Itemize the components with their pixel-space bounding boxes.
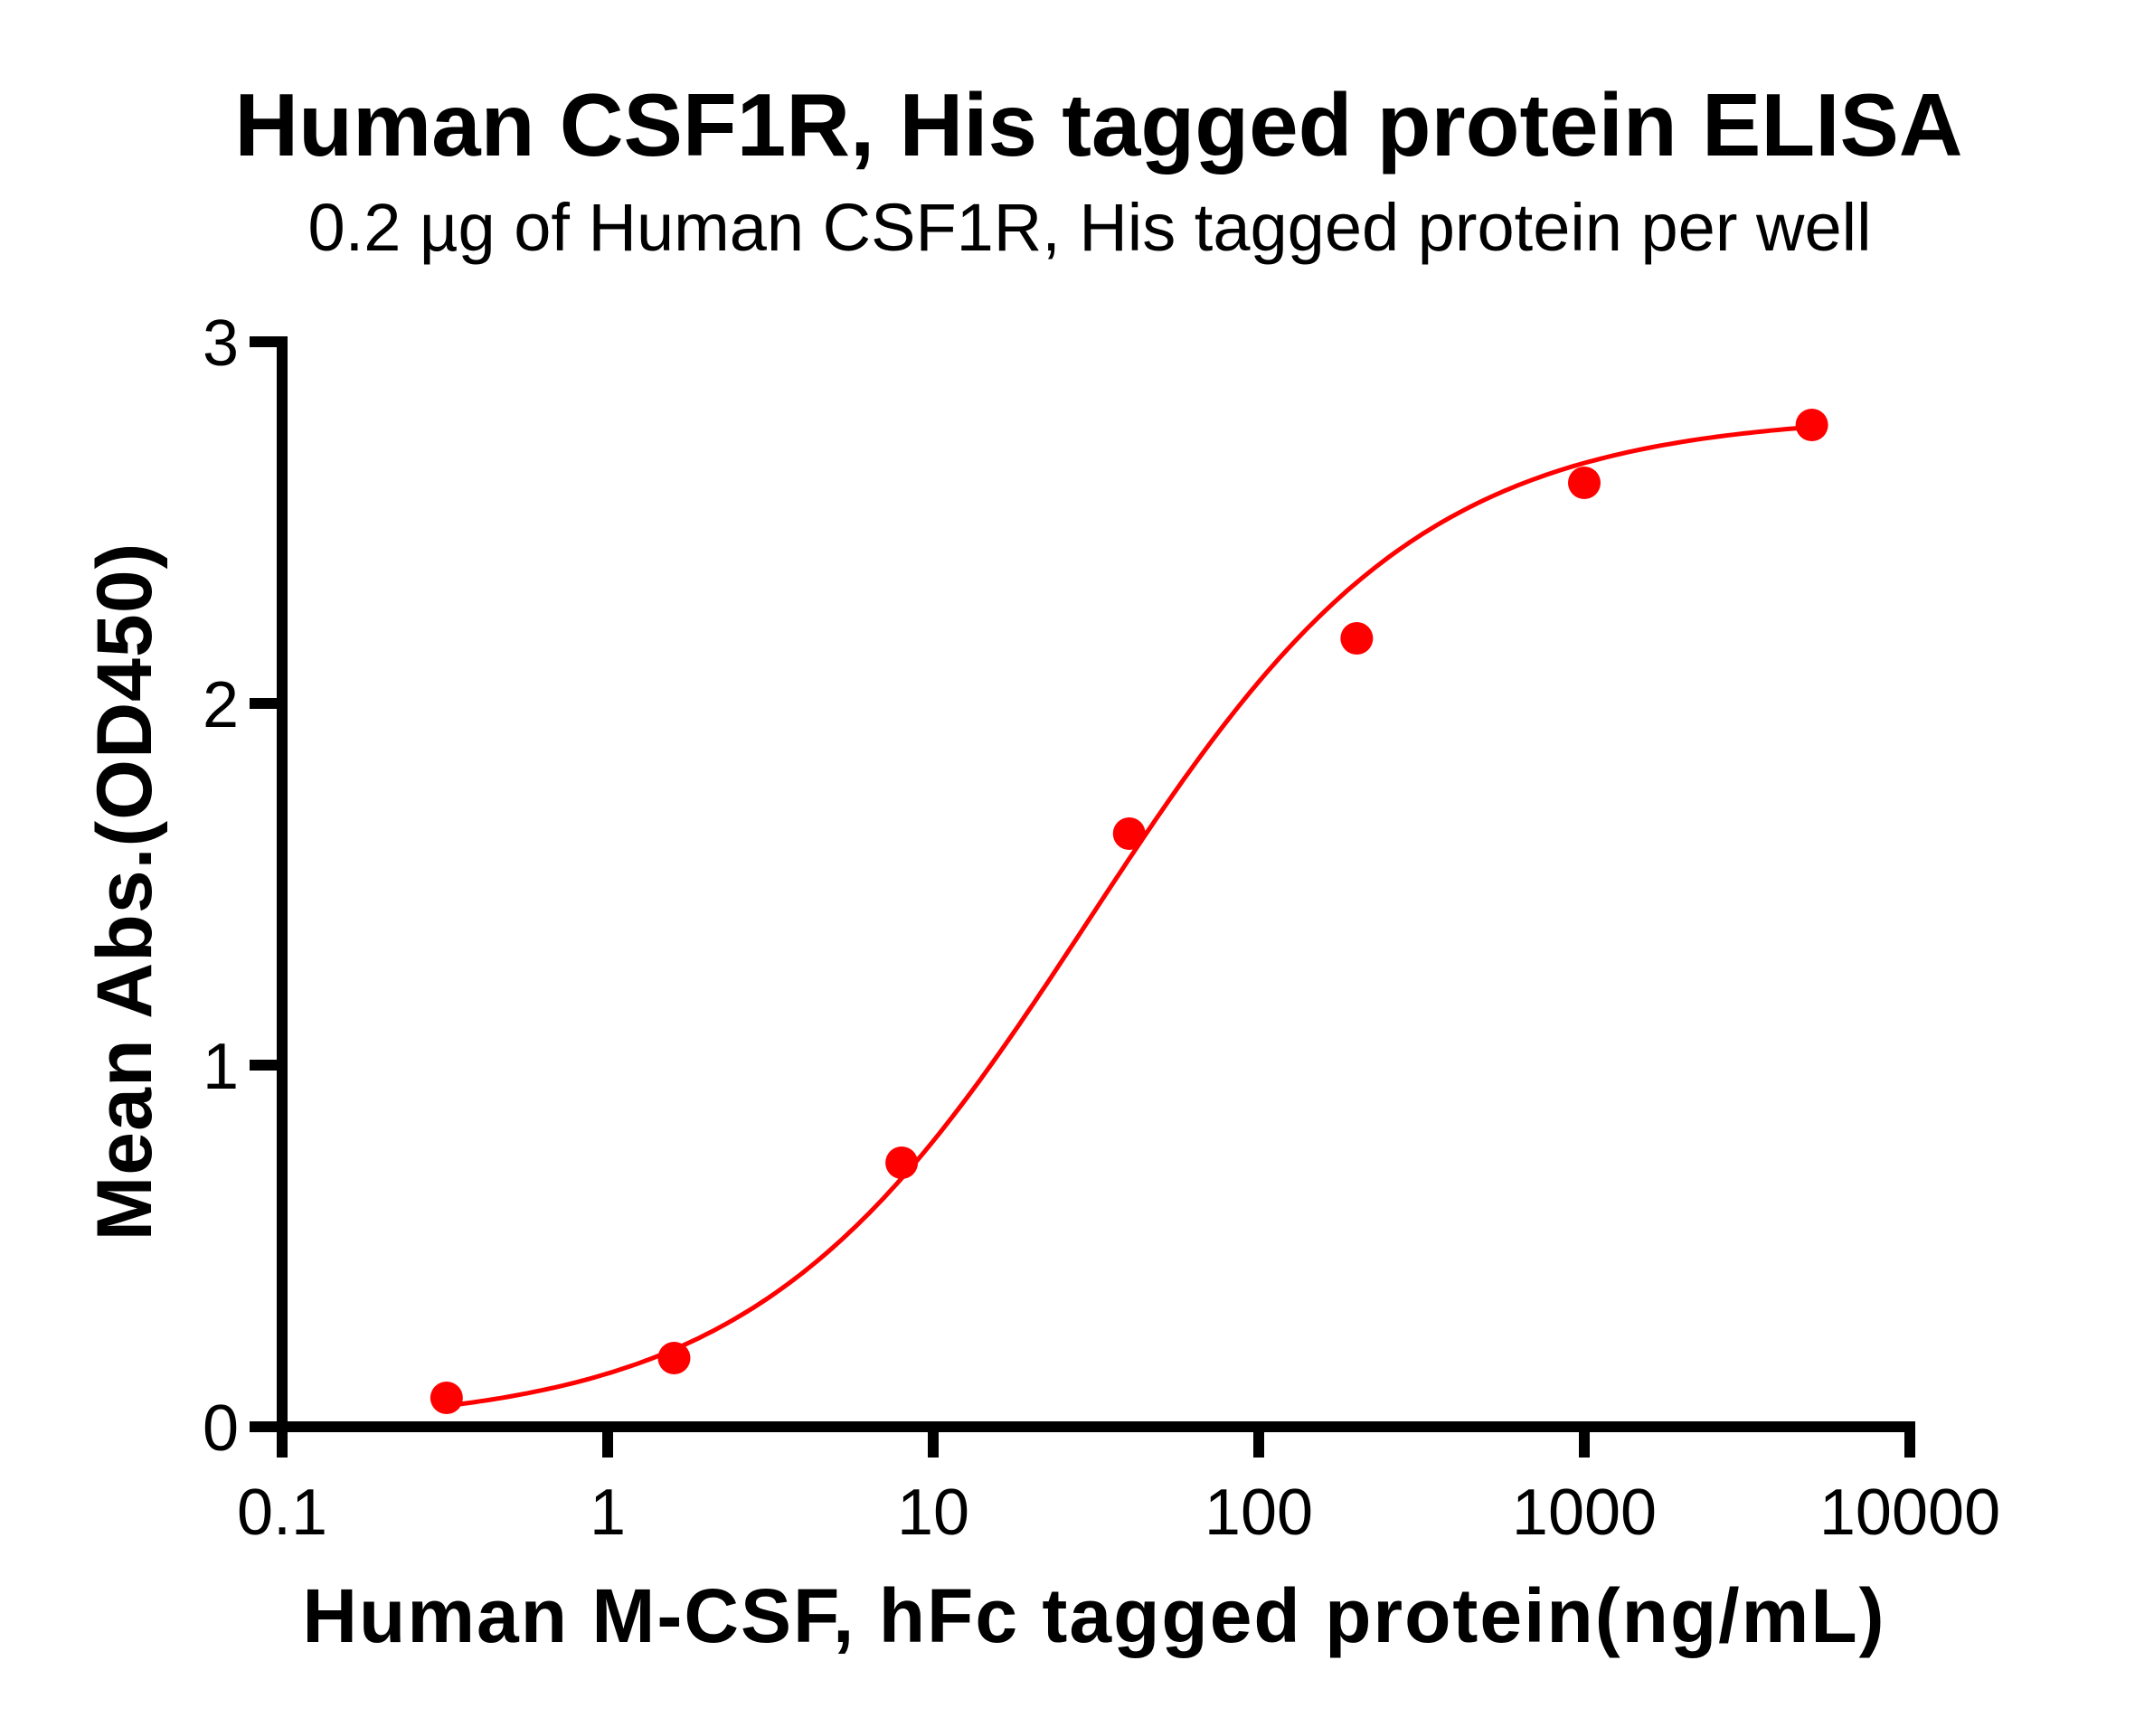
data-point: [1340, 622, 1374, 655]
data-point: [1795, 409, 1828, 441]
y-ticks: 0 1 2 3: [203, 307, 282, 1465]
x-tick-label: 1: [590, 1477, 626, 1549]
axes: 0 1 2 3 0.1 1 10 100 1000 10000: [203, 307, 2000, 1549]
y-tick-label: 2: [203, 669, 239, 741]
data-point: [1112, 817, 1146, 850]
fit-curve: [446, 424, 1812, 1409]
y-tick-label: 0: [203, 1392, 239, 1465]
data-point: [657, 1342, 691, 1374]
data-points: [430, 409, 1828, 1414]
chart-title: Human CSF1R, His tagged protein ELISA: [234, 75, 1963, 175]
x-tick-label: 10000: [1819, 1477, 2000, 1549]
y-tick-label: 1: [203, 1031, 239, 1103]
data-point: [1568, 467, 1601, 499]
chart-subtitle: 0.2 µg of Human CSF1R, His tagged protei…: [307, 190, 1872, 265]
x-tick-label: 1000: [1512, 1477, 1657, 1549]
x-tick-label: 100: [1204, 1477, 1313, 1549]
x-ticks: 0.1 1 10 100 1000 10000: [237, 1427, 2000, 1549]
data-point: [885, 1146, 919, 1179]
x-tick-label: 10: [897, 1477, 969, 1549]
x-axis-label: Human M-CSF, hFc tagged protein(ng/mL): [302, 1573, 1886, 1658]
y-tick-label: 3: [203, 307, 239, 380]
data-point: [430, 1382, 463, 1414]
x-tick-label: 0.1: [237, 1477, 327, 1549]
